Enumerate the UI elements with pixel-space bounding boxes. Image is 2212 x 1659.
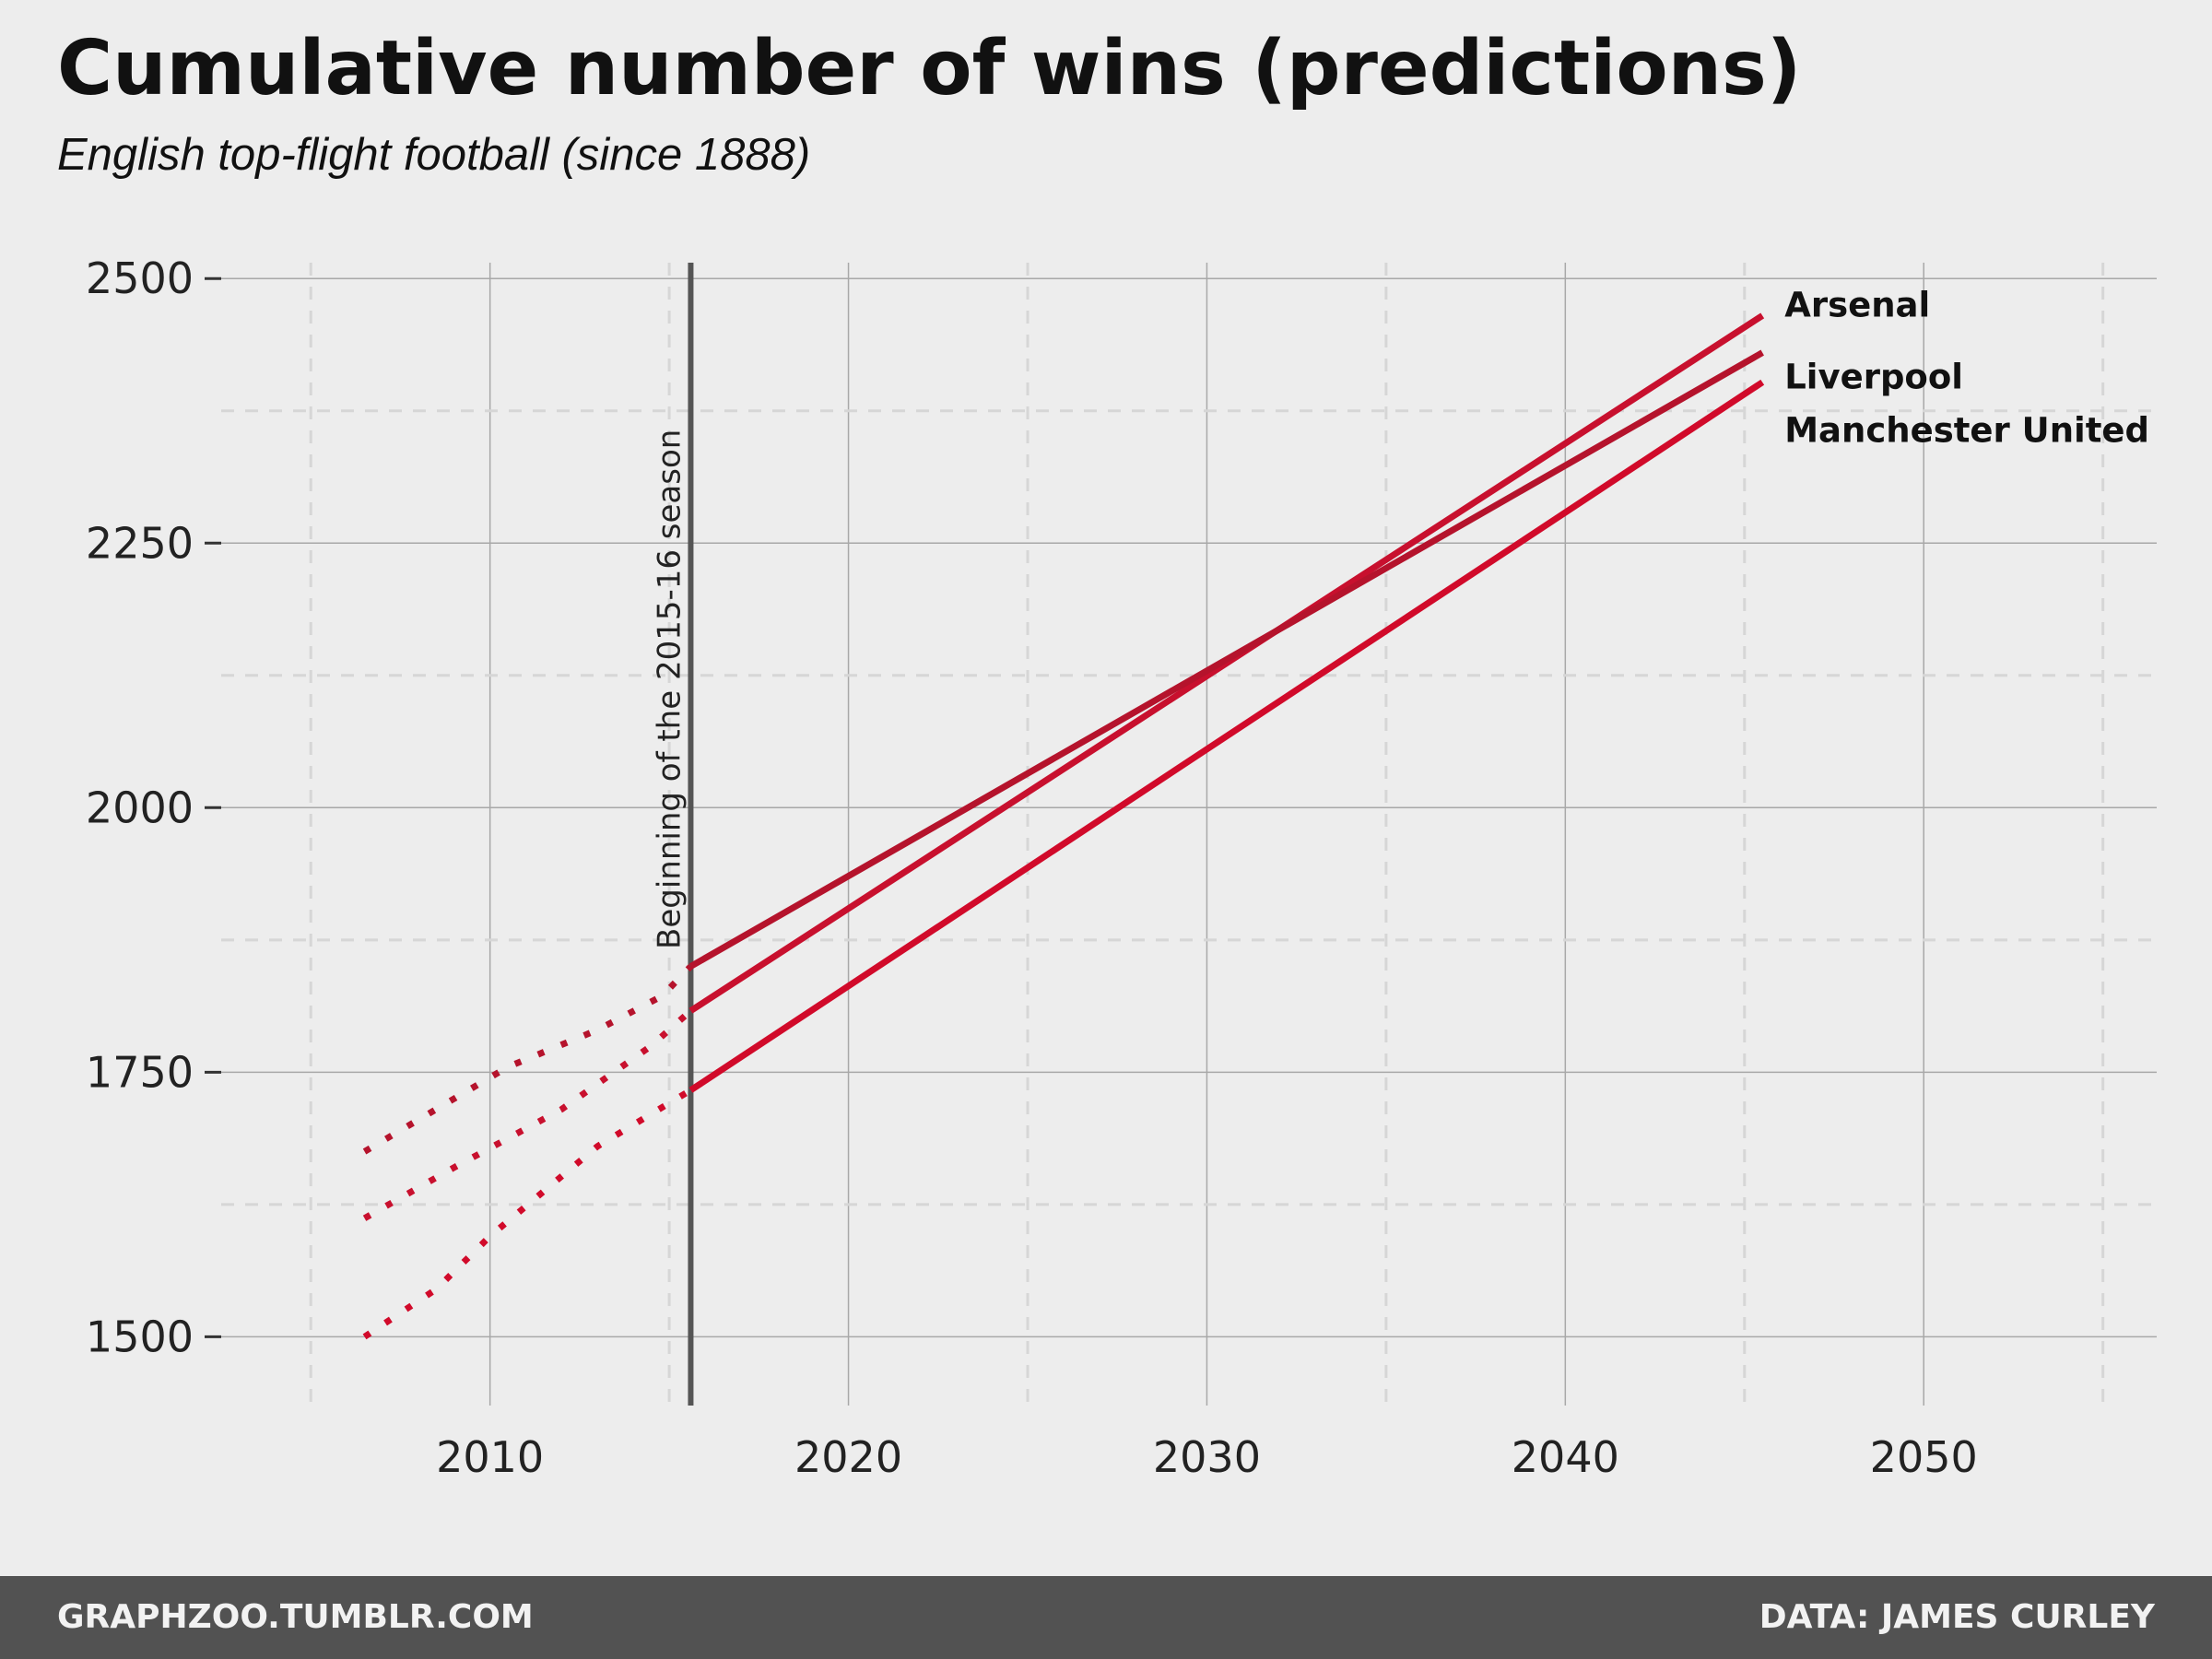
y-tick-label: 1500: [86, 1312, 194, 1361]
y-tick-label: 2000: [86, 782, 194, 832]
observed-line-manchester-united: [365, 1090, 691, 1337]
line-chart: 1500 1750 2000 2250 2500 2010 2020 2030 2040 2050…: [0, 0, 2212, 1567]
x-tick-label: 2030: [1153, 1432, 1261, 1482]
x-tick-label: 2020: [794, 1432, 902, 1482]
predicted-line-liverpool: [690, 353, 1762, 967]
series-layer: [365, 315, 1763, 1336]
x-tick-label: 2040: [1512, 1432, 1619, 1482]
predicted-line-manchester-united: [690, 382, 1762, 1090]
season-marker: Beginning of the 2015-16 season: [651, 263, 690, 1406]
series-label-manchester-united: Manchester United: [1784, 411, 2149, 451]
footer-data-credit: DATA: JAMES CURLEY: [1759, 1598, 2155, 1636]
y-tick-label: 2250: [86, 518, 194, 568]
footer-source-site: GRAPHZOO.TUMBLR.COM: [57, 1598, 534, 1636]
y-tick-label: 2500: [86, 253, 194, 303]
observed-line-arsenal: [365, 1011, 691, 1218]
season-start-label: Beginning of the 2015-16 season: [651, 429, 688, 949]
x-tick-label: 2050: [1870, 1432, 1978, 1482]
y-tick-label: 1750: [86, 1047, 194, 1097]
series-label-arsenal: Arsenal: [1784, 285, 1930, 324]
observed-line-liverpool: [365, 967, 691, 1152]
footer-bar: GRAPHZOO.TUMBLR.COM DATA: JAMES CURLEY: [0, 1576, 2212, 1659]
series-label-liverpool: Liverpool: [1784, 358, 1963, 397]
x-tick-label: 2010: [436, 1432, 544, 1482]
series-labels: Arsenal Liverpool Manchester United: [1784, 285, 2149, 450]
